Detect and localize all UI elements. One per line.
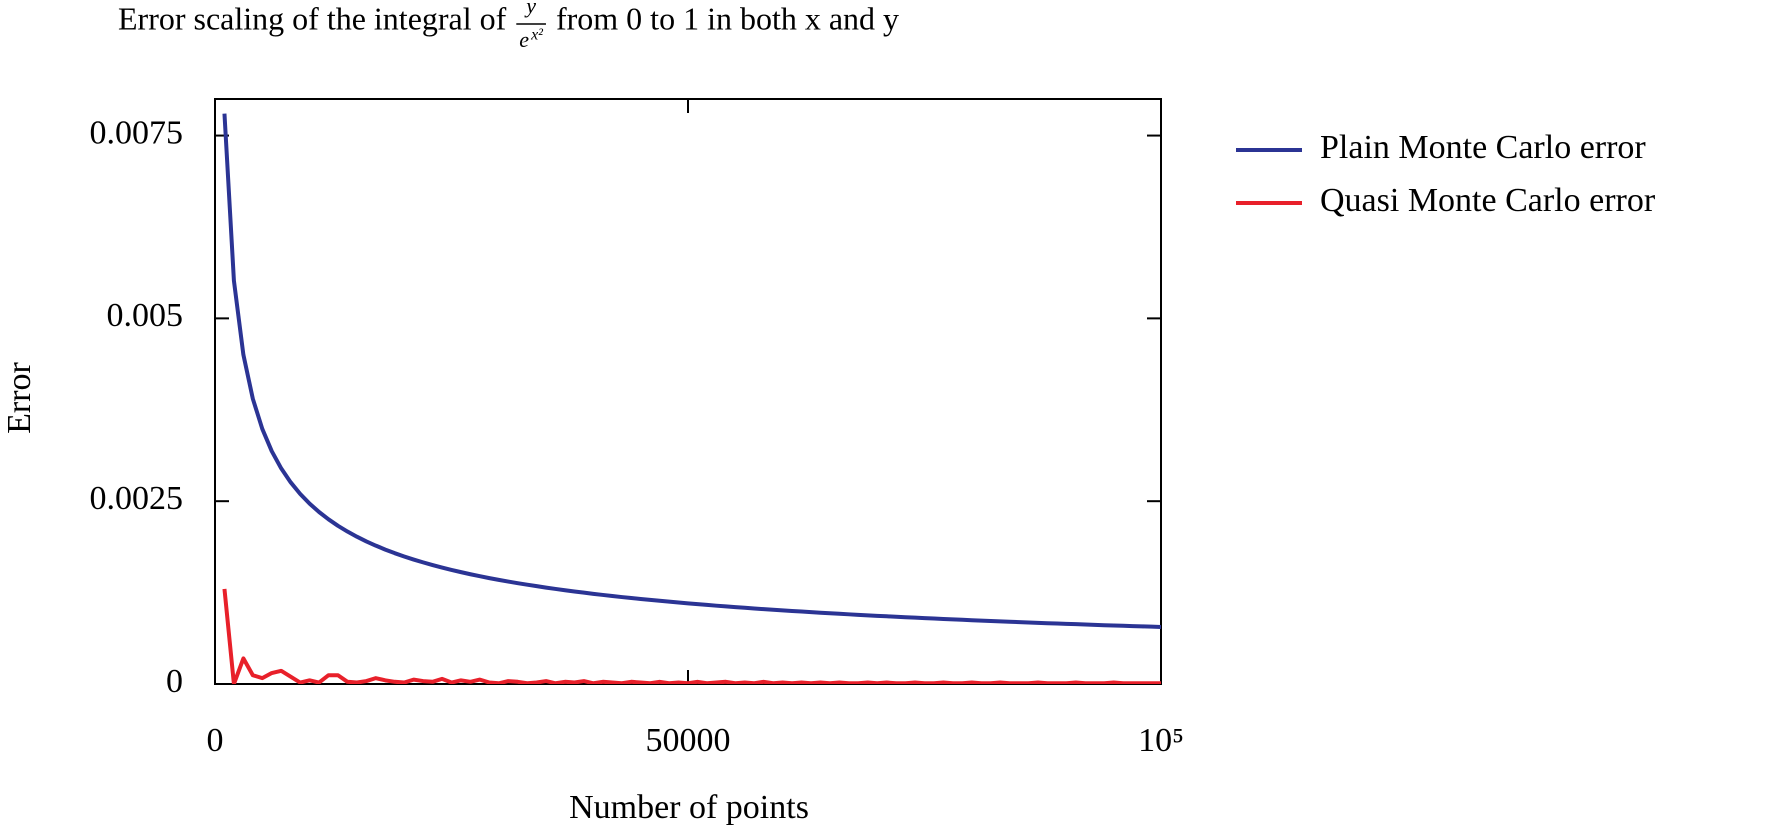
y-tick-label: 0.005 (107, 297, 184, 334)
x-tick-label: 10⁵ (1138, 722, 1184, 759)
title-denominator-power: x² (530, 27, 544, 44)
x-axis-label: Number of points (569, 789, 809, 826)
plot-frame (214, 98, 1162, 685)
line-series (222, 588, 1161, 684)
x-tick-label: 0 (207, 722, 224, 759)
x-tick-label: 50000 (646, 722, 731, 759)
legend-label: Plain Monte Carlo error (1320, 129, 1646, 166)
y-tick-label: 0 (166, 663, 183, 700)
chart-title: from 0 to 1 in both x and y (556, 0, 899, 36)
title-denominator: e (519, 27, 529, 52)
y-tick-label: 0.0025 (90, 480, 184, 517)
legend-label: Quasi Monte Carlo error (1320, 182, 1656, 219)
line-series (222, 113, 1161, 629)
y-axis-label: Error (1, 361, 38, 433)
chart-title: Error scaling of the integral of (118, 0, 507, 36)
y-tick-label: 0.0075 (90, 114, 184, 151)
title-numerator: y (524, 0, 536, 18)
